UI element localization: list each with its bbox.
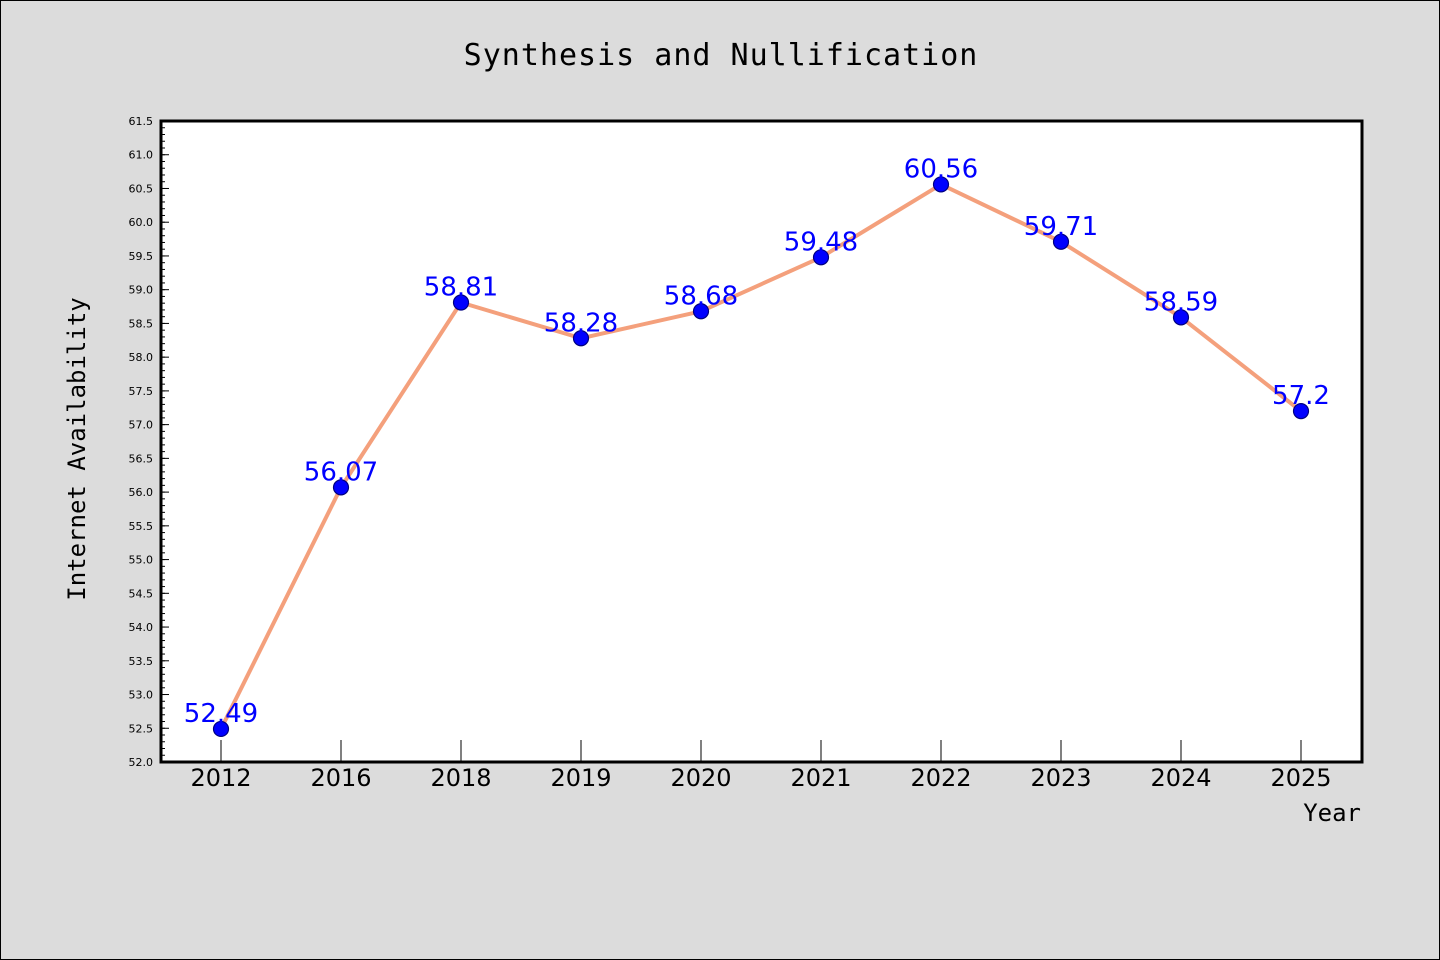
data-label: 57.2 — [1272, 381, 1330, 411]
y-tick-label: 54.5 — [129, 587, 154, 600]
data-point — [212, 720, 230, 738]
y-tick-label: 59.0 — [129, 284, 154, 297]
x-axis-title: Year — [1303, 799, 1361, 827]
data-point — [452, 294, 470, 311]
x-tick-label: 2019 — [550, 764, 611, 792]
y-tick-label: 60.5 — [129, 182, 154, 195]
data-point — [812, 249, 830, 266]
data-label: 58.28 — [544, 308, 618, 338]
y-tick-label: 55.5 — [129, 520, 154, 533]
y-axis-title: Internet Availability — [63, 297, 91, 600]
data-label: 58.59 — [1144, 287, 1218, 317]
y-tick-label: 54.0 — [129, 621, 154, 634]
data-label: 60.56 — [904, 154, 978, 184]
y-tick-label: 58.5 — [129, 317, 154, 330]
data-point — [1292, 403, 1310, 420]
y-tick-label: 61.5 — [129, 115, 154, 128]
y-tick-label: 55.0 — [129, 554, 154, 567]
data-point — [932, 176, 950, 193]
x-tick-label: 2025 — [1270, 764, 1331, 792]
chart-title: Synthesis and Nullification — [464, 38, 979, 73]
y-tick-label: 58.0 — [129, 351, 154, 364]
data-point — [1052, 233, 1070, 250]
y-tick-label: 53.5 — [129, 655, 154, 668]
data-label: 59.71 — [1024, 212, 1098, 242]
y-tick-label: 60.0 — [129, 216, 154, 229]
y-tick-label: 61.0 — [129, 149, 154, 162]
y-tick-label: 56.5 — [129, 452, 154, 465]
x-tick-label: 2018 — [430, 764, 491, 792]
y-tick-label: 53.0 — [129, 689, 154, 702]
y-axis: 52.0 52.5 53.0 53.5 54.0 54.5 55.0 55.5 56.0 56.5… — [129, 115, 169, 769]
data-label: 59.48 — [784, 227, 858, 257]
y-tick-label: 59.5 — [129, 250, 154, 263]
x-tick-label: 2023 — [1030, 764, 1091, 792]
x-axis: 2012 2016 2018 2019 2020 2021 2022 2023 2024 2025 — [190, 740, 1332, 792]
data-label: 58.81 — [424, 273, 498, 303]
y-tick-label: 57.0 — [129, 419, 154, 432]
series-layer: 52.49 56.07 58.81 58.28 58.68 59.48 60.56 59.71… — [184, 154, 1330, 738]
plot-area — [159, 119, 1364, 764]
series-line — [219, 182, 1303, 731]
data-label: 58.68 — [664, 281, 738, 311]
x-tick-label: 2016 — [310, 764, 371, 792]
y-tick-label: 52.5 — [129, 722, 154, 735]
data-point — [572, 330, 590, 347]
y-tick-label: 57.5 — [129, 385, 154, 398]
y-tick-label: 52.0 — [129, 756, 154, 769]
data-label: 52.49 — [184, 699, 258, 729]
x-tick-label: 2022 — [910, 764, 971, 792]
data-label: 56.07 — [304, 457, 378, 487]
x-tick-label: 2020 — [670, 764, 731, 792]
x-tick-label: 2021 — [790, 764, 851, 792]
data-point — [692, 303, 710, 320]
x-tick-label: 2024 — [1150, 764, 1211, 792]
y-tick-label: 56.0 — [129, 486, 154, 499]
data-point — [1172, 309, 1190, 326]
data-point — [332, 479, 350, 496]
x-tick-label: 2012 — [190, 764, 251, 792]
